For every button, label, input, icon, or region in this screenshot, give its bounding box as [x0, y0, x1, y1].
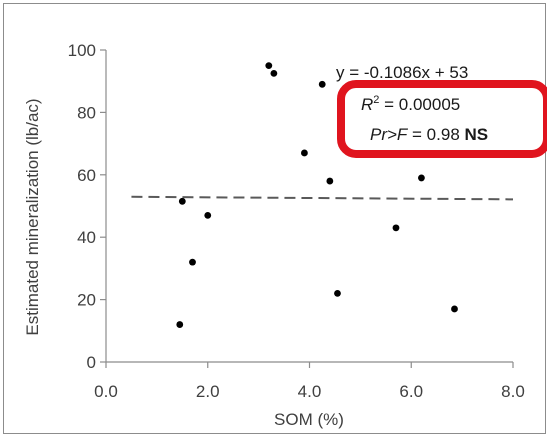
y-tick-label: 60	[77, 166, 96, 185]
r2-value: = 0.00005	[379, 95, 460, 114]
x-tick-label: 8.0	[501, 382, 525, 401]
data-point	[318, 80, 326, 88]
scatter-chart: 0 20 40 60 80 100 0.0 2.0 4.0 6.0 8.0 Estimated m…	[23, 41, 547, 429]
data-point	[451, 305, 458, 313]
chart-frame: 0 20 40 60 80 100 0.0 2.0 4.0 6.0 8.0 Estimated m…	[3, 3, 547, 434]
x-axis-title: SOM (%)	[274, 410, 344, 429]
data-point	[189, 258, 196, 266]
p-value-annotation: Pr>F = 0.98 NS	[370, 125, 488, 144]
r2-label: R	[361, 95, 373, 114]
y-tick-label: 80	[77, 103, 96, 122]
x-tick-label: 0.0	[94, 382, 118, 401]
highlight-box	[337, 80, 547, 158]
pr-value: = 0.98	[407, 125, 464, 144]
y-tick-label: 100	[68, 41, 96, 60]
data-point	[204, 211, 212, 219]
x-tick-label: 2.0	[196, 382, 220, 401]
y-tick-label: 40	[77, 228, 96, 247]
data-point	[265, 62, 273, 69]
data-point	[418, 174, 425, 182]
r-squared-annotation: R2 = 0.00005	[361, 94, 460, 114]
y-ticks: 0 20 40 60 80 100	[68, 41, 106, 372]
data-point	[392, 224, 400, 232]
data-point	[301, 149, 308, 157]
x-tick-label: 6.0	[399, 382, 423, 401]
trendline	[131, 195, 514, 201]
y-tick-label: 0	[87, 353, 96, 372]
pr-label: Pr>F	[370, 125, 409, 144]
regression-equation: y = -0.1086x + 53	[336, 63, 468, 82]
y-tick-label: 20	[77, 291, 96, 310]
x-ticks: 0.0 2.0 4.0 6.0 8.0	[94, 362, 525, 401]
data-point	[334, 289, 341, 297]
data-point	[178, 197, 186, 205]
data-point	[326, 177, 334, 185]
x-tick-label: 4.0	[298, 382, 322, 401]
data-point	[270, 70, 278, 77]
r2-superscript: 2	[373, 94, 379, 106]
y-axis-title: Estimated mineralization (lb/ac)	[23, 98, 42, 335]
data-point	[176, 321, 184, 328]
data-points	[176, 62, 458, 328]
significance-label: NS	[465, 125, 489, 144]
